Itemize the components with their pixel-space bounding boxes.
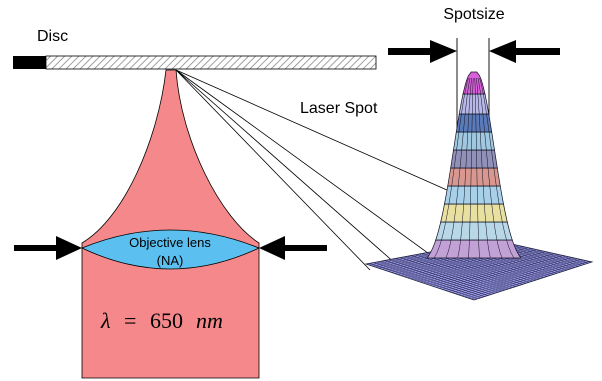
peak-band (455, 113, 493, 133)
wavelength-value: 650 (150, 308, 183, 333)
arrow-right-icon (388, 40, 457, 63)
mesh-grid-line (448, 256, 570, 292)
mesh-grid-line (442, 255, 564, 290)
arrow-right-icon (14, 236, 82, 260)
plot-peak (426, 71, 522, 259)
mesh-grid-line (464, 259, 584, 298)
mesh-grid-line (438, 254, 561, 289)
peak-band (453, 131, 495, 151)
spotsize-label: Spotsize (443, 6, 504, 23)
plot-base-mesh (364, 239, 594, 301)
gaussian-spot-plot (364, 71, 594, 301)
laser-beam (81, 69, 260, 379)
peak-band (426, 239, 522, 259)
peak-wire-line (468, 77, 474, 259)
lens-label-line2: (NA) (157, 253, 184, 268)
mesh-grid-line (451, 257, 572, 293)
mesh-grid-line (419, 250, 544, 283)
mesh-grid-line (429, 252, 552, 286)
mesh-grid-line (458, 258, 578, 295)
peak-wire-line (476, 77, 491, 259)
peak-band (435, 221, 513, 241)
mesh-grid-line (445, 255, 567, 291)
peak-band (444, 185, 504, 205)
peak-wire-line (433, 77, 469, 259)
arrow-left-icon (259, 236, 327, 260)
lens-label-line1: Objective lens (129, 235, 211, 250)
projection-lines (175, 69, 466, 271)
mesh-grid-line (461, 259, 581, 296)
peak-band (462, 71, 486, 95)
wavelength-formula: λ = 650 nm (100, 308, 223, 333)
peak-band (447, 167, 501, 187)
peak-wire-line (474, 77, 480, 259)
mesh-grid-line (470, 261, 590, 300)
peak-band (440, 203, 508, 223)
wavelength-unit: nm (196, 308, 223, 333)
peak-band (458, 93, 490, 115)
peak-wire-line (445, 77, 471, 259)
mesh-grid-line (435, 254, 558, 288)
mesh-grid-line (423, 251, 546, 284)
mesh-grid-line (432, 253, 555, 287)
equals-sign: = (124, 308, 136, 333)
disc-label: Disc (37, 28, 68, 45)
peak-wire-line (477, 77, 503, 259)
disc-hatched-body (45, 55, 377, 70)
peak-band (450, 149, 498, 169)
peak-wire-line (457, 77, 472, 259)
disc (13, 55, 377, 70)
disc-black-edge (13, 56, 46, 69)
mesh-grid-line (454, 257, 575, 294)
peak-wire-line (479, 77, 515, 259)
mesh-grid-line (426, 252, 549, 285)
lambda-symbol: λ (100, 308, 111, 333)
mesh-grid-line (467, 260, 587, 299)
arrow-left-icon (489, 40, 560, 63)
laser-spot-label: Laser Spot (300, 100, 378, 117)
